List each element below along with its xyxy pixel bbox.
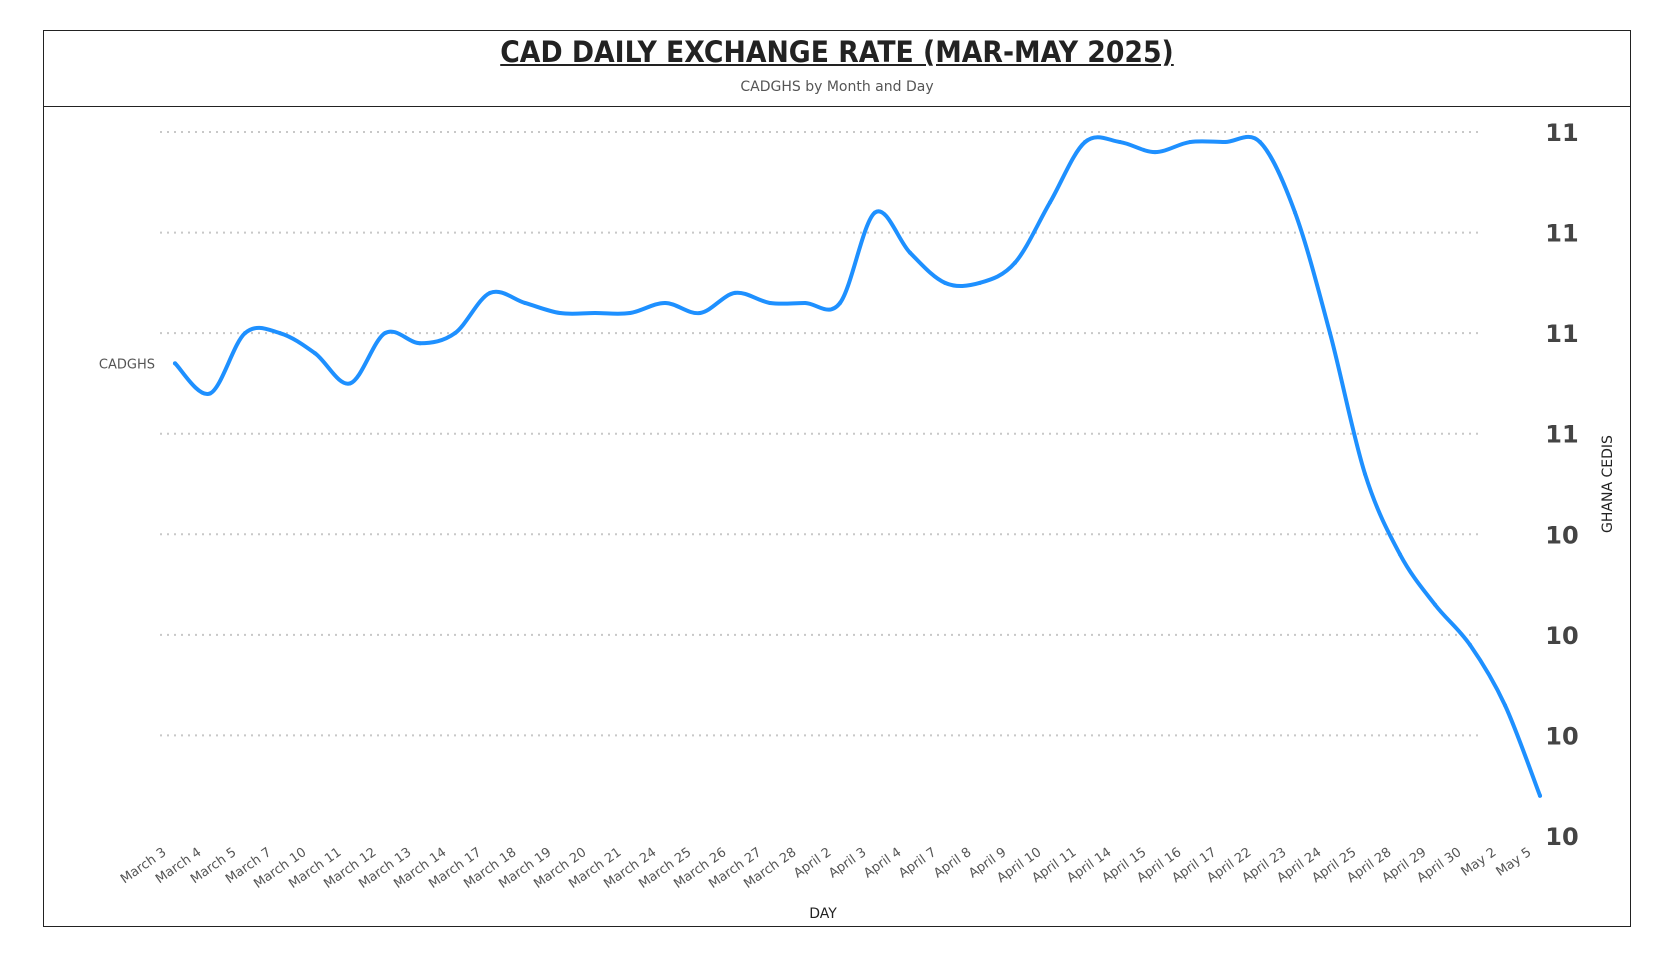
data-point	[1293, 210, 1297, 215]
data-point	[1118, 140, 1122, 145]
data-point	[1188, 140, 1192, 145]
data-point	[1363, 471, 1367, 476]
data-point	[943, 280, 947, 285]
y-axis-title: GHANA CEDIS	[1600, 435, 1616, 533]
chart-title: CAD DAILY EXCHANGE RATE (MAR-MAY 2025)	[500, 35, 1174, 69]
data-point	[1398, 552, 1402, 557]
data-point	[348, 381, 352, 386]
data-point	[1433, 602, 1437, 607]
data-point	[313, 351, 317, 356]
data-point	[243, 331, 247, 336]
data-point	[768, 300, 772, 305]
data-point	[1258, 140, 1262, 145]
data-point	[1223, 140, 1227, 145]
data-point	[628, 311, 632, 316]
data-point	[1328, 331, 1332, 336]
y-tick-label: 11	[1545, 220, 1578, 248]
y-tick-label: 10	[1545, 622, 1578, 650]
chart-header: CAD DAILY EXCHANGE RATE (MAR-MAY 2025) C…	[44, 31, 1630, 107]
y-tick-label: 10	[1545, 722, 1578, 750]
data-point	[1083, 140, 1087, 145]
data-point	[558, 311, 562, 316]
data-point	[698, 311, 702, 316]
data-point	[1468, 642, 1472, 647]
chart-subtitle: CADGHS by Month and Day	[740, 79, 934, 95]
data-point	[173, 361, 177, 366]
data-point	[663, 300, 667, 305]
x-axis-title: DAY	[809, 906, 837, 922]
data-point	[523, 300, 527, 305]
data-point	[418, 341, 422, 346]
data-point	[803, 300, 807, 305]
data-point	[1538, 793, 1542, 798]
x-tick-label: May 5	[1494, 845, 1535, 880]
y-axis-ticks: 11 11 11 11 10 10 10 10	[1545, 119, 1578, 851]
x-tick-label: May 2	[1459, 845, 1500, 880]
data-point	[978, 280, 982, 285]
data-point	[1503, 703, 1507, 708]
data-point	[278, 331, 282, 336]
series-label: CADGHS	[99, 357, 155, 372]
data-point	[733, 290, 737, 295]
y-tick-label: 11	[1545, 421, 1578, 449]
chart-frame: CAD DAILY EXCHANGE RATE (MAR-MAY 2025) C…	[43, 30, 1631, 927]
data-point	[838, 300, 842, 305]
data-point	[1013, 260, 1017, 265]
data-point	[908, 250, 912, 255]
data-point	[873, 210, 877, 215]
x-tick-label: April 2	[791, 845, 834, 881]
series-line	[173, 134, 1542, 798]
x-tick-label: April 7	[896, 845, 939, 881]
gridlines	[160, 131, 1480, 737]
y-tick-label: 10	[1545, 521, 1578, 549]
x-tick-label: April 8	[931, 845, 974, 881]
y-tick-label: 11	[1545, 320, 1578, 348]
y-tick-label: 11	[1545, 119, 1578, 147]
y-tick-label: 10	[1545, 823, 1578, 851]
data-point	[488, 290, 492, 295]
data-point	[453, 331, 457, 336]
data-point	[383, 331, 387, 336]
data-point	[1048, 200, 1052, 205]
x-tick-label: April 4	[861, 845, 904, 881]
data-point	[1153, 150, 1157, 155]
data-point	[593, 311, 597, 316]
x-tick-label: April 3	[826, 845, 869, 881]
data-point	[208, 391, 212, 396]
series-group	[173, 134, 1542, 798]
